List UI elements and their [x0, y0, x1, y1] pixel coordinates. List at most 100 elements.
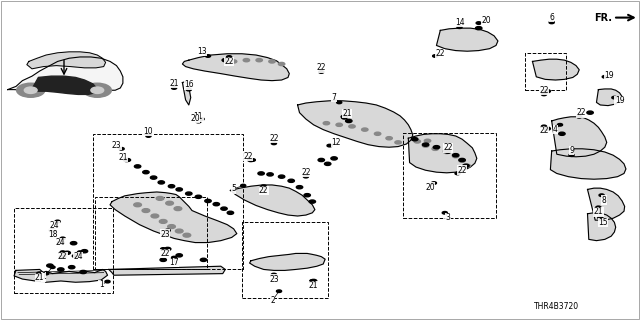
Text: 1: 1: [41, 272, 46, 281]
Text: 20: 20: [190, 114, 200, 123]
Circle shape: [452, 154, 459, 157]
Circle shape: [159, 220, 167, 223]
Circle shape: [58, 268, 64, 271]
Circle shape: [124, 158, 130, 162]
Circle shape: [186, 192, 192, 195]
Circle shape: [125, 159, 131, 161]
Text: 18: 18: [48, 230, 57, 239]
Circle shape: [186, 88, 191, 91]
Text: 21: 21: [35, 273, 44, 282]
Circle shape: [559, 132, 565, 135]
Circle shape: [183, 233, 191, 237]
Text: FR.: FR.: [594, 12, 612, 23]
Text: 14: 14: [454, 18, 465, 27]
Circle shape: [175, 229, 183, 233]
Circle shape: [195, 195, 202, 198]
Text: 4: 4: [553, 125, 558, 134]
Circle shape: [36, 272, 43, 275]
Polygon shape: [182, 54, 289, 81]
Circle shape: [105, 280, 110, 283]
Polygon shape: [552, 117, 607, 157]
Text: 22: 22: [436, 49, 445, 58]
Circle shape: [142, 209, 150, 212]
Circle shape: [81, 250, 88, 253]
Text: 22: 22: [161, 249, 170, 258]
Circle shape: [278, 175, 285, 178]
Circle shape: [160, 258, 166, 261]
Text: 6: 6: [549, 13, 554, 22]
Circle shape: [269, 60, 275, 63]
Circle shape: [227, 211, 234, 214]
Circle shape: [569, 154, 574, 156]
Circle shape: [72, 254, 79, 258]
Circle shape: [598, 216, 603, 219]
Circle shape: [176, 254, 182, 257]
Circle shape: [433, 55, 438, 57]
Text: 22: 22: [577, 108, 586, 117]
Text: 22: 22: [317, 63, 326, 72]
Text: 24: 24: [49, 221, 60, 230]
Circle shape: [541, 125, 547, 128]
Circle shape: [230, 60, 237, 63]
Text: 22: 22: [269, 134, 278, 143]
Circle shape: [64, 251, 70, 254]
Text: 23: 23: [111, 141, 122, 150]
Text: 13: 13: [196, 47, 207, 56]
Circle shape: [346, 119, 352, 123]
Circle shape: [70, 242, 77, 245]
Polygon shape: [27, 52, 106, 69]
Circle shape: [424, 139, 431, 142]
Text: 22: 22: [244, 152, 253, 161]
Circle shape: [176, 188, 182, 191]
Circle shape: [432, 147, 438, 150]
Circle shape: [174, 207, 182, 211]
Circle shape: [319, 71, 324, 73]
Circle shape: [455, 172, 460, 175]
Circle shape: [362, 128, 368, 131]
Text: 12: 12: [332, 138, 340, 147]
Circle shape: [288, 179, 294, 182]
Text: 15: 15: [598, 218, 608, 227]
Circle shape: [310, 279, 317, 283]
Text: 22: 22: [58, 252, 67, 261]
Circle shape: [341, 115, 348, 118]
Polygon shape: [109, 266, 225, 275]
Polygon shape: [408, 134, 477, 173]
Circle shape: [271, 273, 276, 276]
Bar: [14, 208, 113, 293]
Text: 21: 21: [342, 109, 351, 118]
Circle shape: [143, 171, 149, 174]
Polygon shape: [110, 192, 237, 243]
Text: THR4B3720: THR4B3720: [534, 302, 579, 311]
Circle shape: [296, 186, 303, 189]
Polygon shape: [32, 76, 97, 94]
Polygon shape: [230, 185, 315, 216]
Text: 21: 21: [118, 153, 127, 162]
Circle shape: [172, 256, 177, 259]
Text: 22: 22: [301, 168, 310, 177]
Text: 23: 23: [160, 230, 170, 239]
Circle shape: [476, 27, 482, 30]
Circle shape: [58, 241, 64, 244]
Text: 19: 19: [614, 96, 625, 105]
Circle shape: [336, 123, 342, 126]
Text: 22: 22: [458, 166, 467, 175]
Polygon shape: [250, 253, 325, 270]
Circle shape: [50, 266, 55, 268]
Circle shape: [463, 164, 469, 167]
Circle shape: [241, 184, 246, 187]
Circle shape: [44, 272, 49, 275]
Circle shape: [168, 185, 175, 188]
Text: 1: 1: [99, 280, 104, 289]
Text: 21: 21: [594, 207, 603, 216]
Text: 9: 9: [569, 146, 574, 155]
Text: 2: 2: [270, 296, 275, 305]
Text: 8: 8: [602, 196, 607, 204]
Bar: [95, 197, 207, 269]
Circle shape: [60, 237, 65, 240]
Circle shape: [134, 165, 141, 168]
Circle shape: [151, 214, 159, 218]
Polygon shape: [298, 101, 413, 147]
Circle shape: [168, 225, 175, 228]
Circle shape: [164, 247, 171, 251]
